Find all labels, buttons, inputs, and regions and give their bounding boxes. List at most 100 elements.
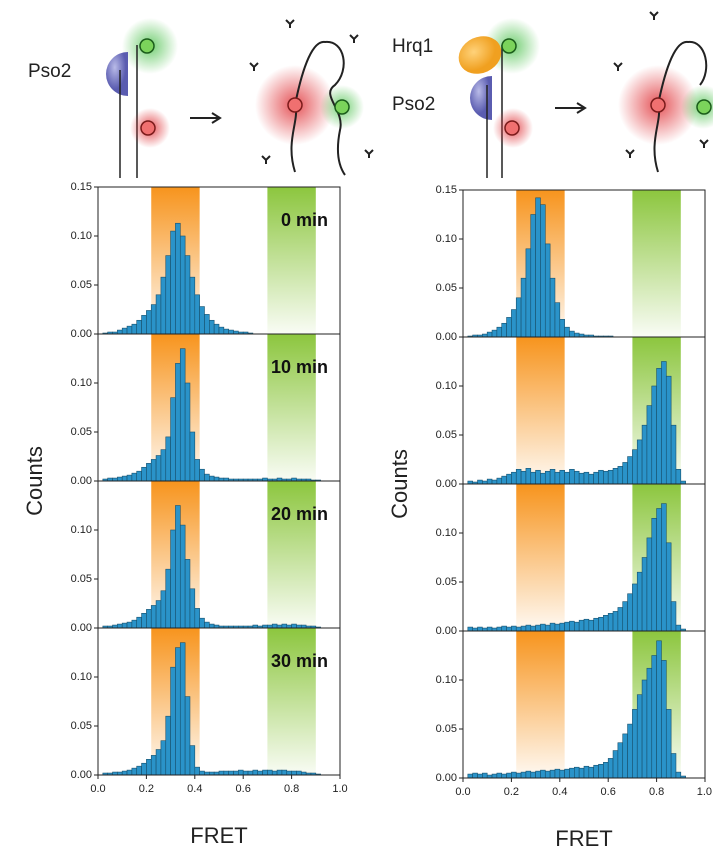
bar (160, 276, 167, 335)
bar (150, 304, 157, 335)
bar (578, 767, 585, 779)
bar (482, 772, 488, 779)
bar (598, 469, 604, 485)
bar (276, 769, 283, 776)
bar (603, 615, 609, 632)
bar (670, 601, 677, 632)
bar (574, 332, 580, 338)
y-tick-label: 0.10 (436, 233, 457, 245)
bar (252, 769, 259, 776)
bar (291, 770, 297, 776)
x-axis-label: FRET (555, 826, 612, 851)
y-tick-label: 0.05 (436, 723, 457, 735)
highlight-band (267, 628, 316, 775)
bar (540, 769, 546, 779)
x-tick-label: 1.0 (332, 783, 347, 795)
bar (583, 618, 590, 632)
bar (184, 696, 191, 776)
bar (179, 235, 186, 335)
bar (559, 769, 565, 779)
bar (286, 770, 292, 776)
highlight-band (267, 481, 316, 628)
bar (511, 771, 517, 779)
bar (199, 617, 205, 629)
bar (233, 770, 239, 776)
bar (641, 424, 648, 485)
protein-label: Pso2 (392, 94, 435, 115)
bar (501, 625, 507, 632)
bar (525, 248, 532, 338)
bar (189, 276, 196, 335)
bar (515, 297, 522, 338)
bar (117, 476, 123, 482)
bar (675, 771, 682, 779)
bar (146, 463, 152, 482)
bar (617, 607, 624, 632)
bar (540, 472, 546, 485)
bar (564, 768, 570, 779)
y-tick-label: 0.05 (71, 279, 92, 291)
bar (281, 769, 288, 776)
bar (549, 277, 556, 338)
bar (535, 469, 541, 485)
y-tick-label: 0.05 (436, 576, 457, 588)
bar (175, 647, 181, 776)
bar (209, 623, 215, 629)
bar (189, 431, 196, 482)
bar (121, 327, 128, 335)
bar (632, 583, 638, 632)
bar (496, 772, 503, 779)
bar (204, 473, 210, 482)
bar (569, 767, 575, 779)
bar (646, 405, 653, 485)
bar (675, 468, 682, 485)
bar (160, 740, 167, 776)
x-tick-label: 0.6 (601, 786, 616, 798)
bar (218, 326, 225, 335)
bar (199, 468, 205, 482)
bar (491, 329, 498, 338)
bar (121, 622, 128, 629)
x-tick-label: 0.2 (504, 786, 519, 798)
bar (141, 762, 147, 776)
bar (486, 478, 493, 485)
y-tick-label: 0.10 (436, 674, 457, 686)
arrow (555, 102, 587, 114)
bar (184, 382, 191, 482)
y-tick-label: 0.00 (436, 478, 457, 490)
highlight-band (632, 190, 681, 337)
bar (646, 667, 653, 779)
bar (564, 621, 570, 632)
bar (228, 329, 234, 335)
bar (651, 517, 657, 632)
bar (242, 770, 249, 776)
bar (511, 471, 517, 485)
protein (458, 36, 502, 74)
y-tick-label: 0.00 (436, 625, 457, 637)
bar (209, 319, 215, 335)
bar (515, 626, 522, 632)
nucleotides (613, 11, 709, 158)
bar (535, 197, 541, 338)
bar (646, 537, 653, 632)
bar (651, 385, 657, 485)
bar (520, 625, 527, 632)
bar (175, 505, 181, 629)
y-tick-label: 0.05 (436, 429, 457, 441)
diagram-left: Pso2 (28, 18, 374, 178)
y-tick-label: 0.00 (71, 328, 92, 340)
bar (511, 309, 517, 338)
protein-label: Pso2 (28, 61, 71, 82)
arrow (190, 112, 222, 124)
panel-annotation: 20 min (271, 504, 328, 524)
x-tick-label: 0.4 (552, 786, 567, 798)
bar (136, 319, 142, 335)
bar (632, 449, 638, 485)
x-tick-label: 0.4 (187, 783, 202, 795)
y-tick-label: 0.10 (71, 524, 92, 536)
bar (121, 475, 128, 482)
bar (117, 623, 123, 629)
bar (189, 588, 196, 629)
bar (496, 326, 503, 338)
